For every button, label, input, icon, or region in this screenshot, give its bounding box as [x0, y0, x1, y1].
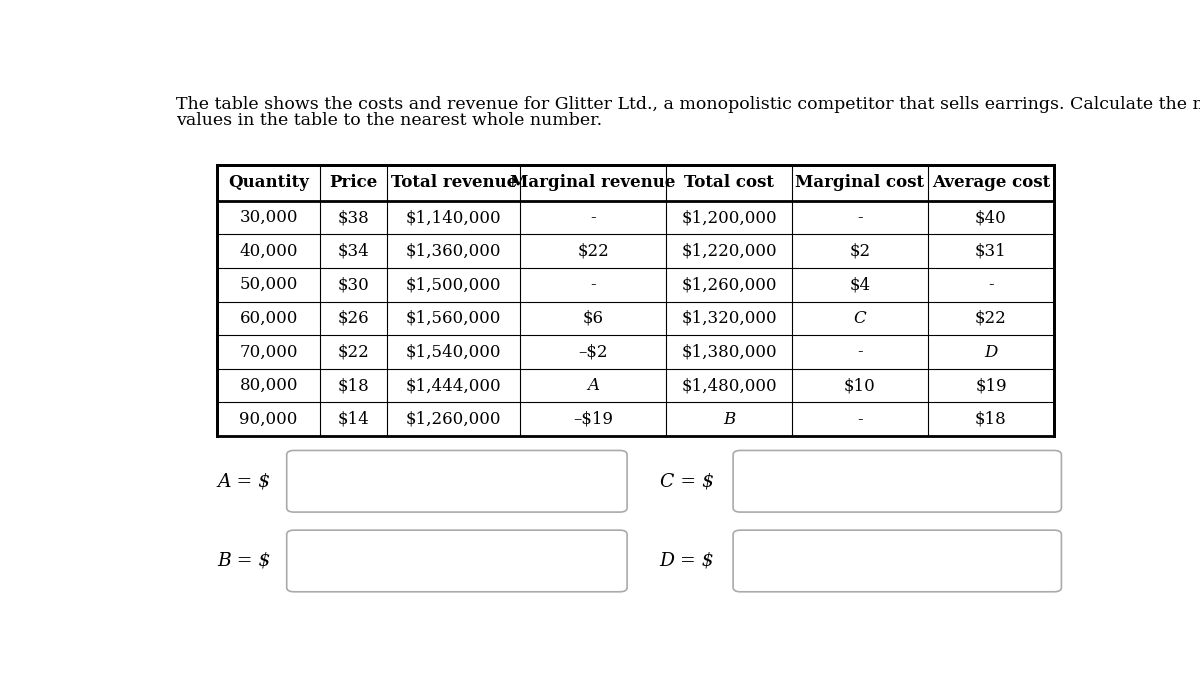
Text: -: -	[590, 276, 596, 293]
Text: Total revenue: Total revenue	[391, 175, 517, 191]
Text: $40: $40	[976, 209, 1007, 226]
FancyBboxPatch shape	[287, 530, 628, 592]
Text: A: A	[587, 377, 599, 394]
Text: $1,480,000: $1,480,000	[682, 377, 776, 394]
Text: $1,200,000: $1,200,000	[682, 209, 776, 226]
Text: 80,000: 80,000	[240, 377, 298, 394]
Text: $2: $2	[850, 243, 870, 259]
Text: $1,260,000: $1,260,000	[406, 411, 502, 428]
Text: values in the table to the nearest whole number.: values in the table to the nearest whole…	[176, 112, 602, 129]
Text: The table shows the costs and revenue for Glitter Ltd., a monopolistic competito: The table shows the costs and revenue fo…	[176, 96, 1200, 113]
Text: -: -	[590, 209, 596, 226]
Text: B: B	[722, 411, 736, 428]
Text: Average cost: Average cost	[932, 175, 1050, 191]
Text: 90,000: 90,000	[240, 411, 298, 428]
Text: 40,000: 40,000	[240, 243, 298, 259]
Text: D: D	[984, 344, 997, 361]
Text: $1,380,000: $1,380,000	[682, 344, 776, 361]
Bar	[217, 165, 1054, 436]
Text: $1,220,000: $1,220,000	[682, 243, 776, 259]
Text: $14: $14	[338, 411, 370, 428]
Text: $6: $6	[583, 310, 604, 327]
FancyBboxPatch shape	[733, 530, 1062, 592]
Text: $22: $22	[976, 310, 1007, 327]
Text: $1,140,000: $1,140,000	[406, 209, 502, 226]
Text: $31: $31	[976, 243, 1007, 259]
Text: -: -	[857, 209, 863, 226]
Text: $18: $18	[338, 377, 370, 394]
Text: Quantity: Quantity	[228, 175, 310, 191]
Text: Price: Price	[330, 175, 378, 191]
Text: A = $: A = $	[217, 472, 270, 491]
Text: –$19: –$19	[574, 411, 613, 428]
Text: $10: $10	[844, 377, 876, 394]
Text: $38: $38	[338, 209, 370, 226]
Text: Marginal revenue: Marginal revenue	[510, 175, 676, 191]
Text: $1,320,000: $1,320,000	[682, 310, 776, 327]
Text: $22: $22	[338, 344, 370, 361]
Text: -: -	[857, 411, 863, 428]
Text: C: C	[853, 310, 866, 327]
Text: $30: $30	[338, 276, 370, 293]
FancyBboxPatch shape	[733, 451, 1062, 512]
Text: $34: $34	[338, 243, 370, 259]
Text: $1,360,000: $1,360,000	[406, 243, 502, 259]
Text: Total cost: Total cost	[684, 175, 774, 191]
Text: C = $: C = $	[660, 472, 714, 491]
Text: $19: $19	[976, 377, 1007, 394]
Text: Marginal cost: Marginal cost	[796, 175, 924, 191]
Text: $1,560,000: $1,560,000	[406, 310, 502, 327]
Text: $1,444,000: $1,444,000	[406, 377, 502, 394]
Text: 70,000: 70,000	[240, 344, 298, 361]
Text: $1,540,000: $1,540,000	[406, 344, 502, 361]
Text: D = $: D = $	[660, 552, 714, 570]
Text: 30,000: 30,000	[240, 209, 298, 226]
Text: $1,260,000: $1,260,000	[682, 276, 776, 293]
Text: $4: $4	[850, 276, 870, 293]
Text: $1,500,000: $1,500,000	[406, 276, 502, 293]
Text: –$2: –$2	[578, 344, 608, 361]
Text: $18: $18	[976, 411, 1007, 428]
Text: $22: $22	[577, 243, 608, 259]
FancyBboxPatch shape	[287, 451, 628, 512]
Text: 50,000: 50,000	[240, 276, 298, 293]
Text: -: -	[988, 276, 994, 293]
Text: 60,000: 60,000	[240, 310, 298, 327]
Text: -: -	[857, 344, 863, 361]
Text: $26: $26	[338, 310, 370, 327]
Text: B = $: B = $	[217, 552, 270, 570]
